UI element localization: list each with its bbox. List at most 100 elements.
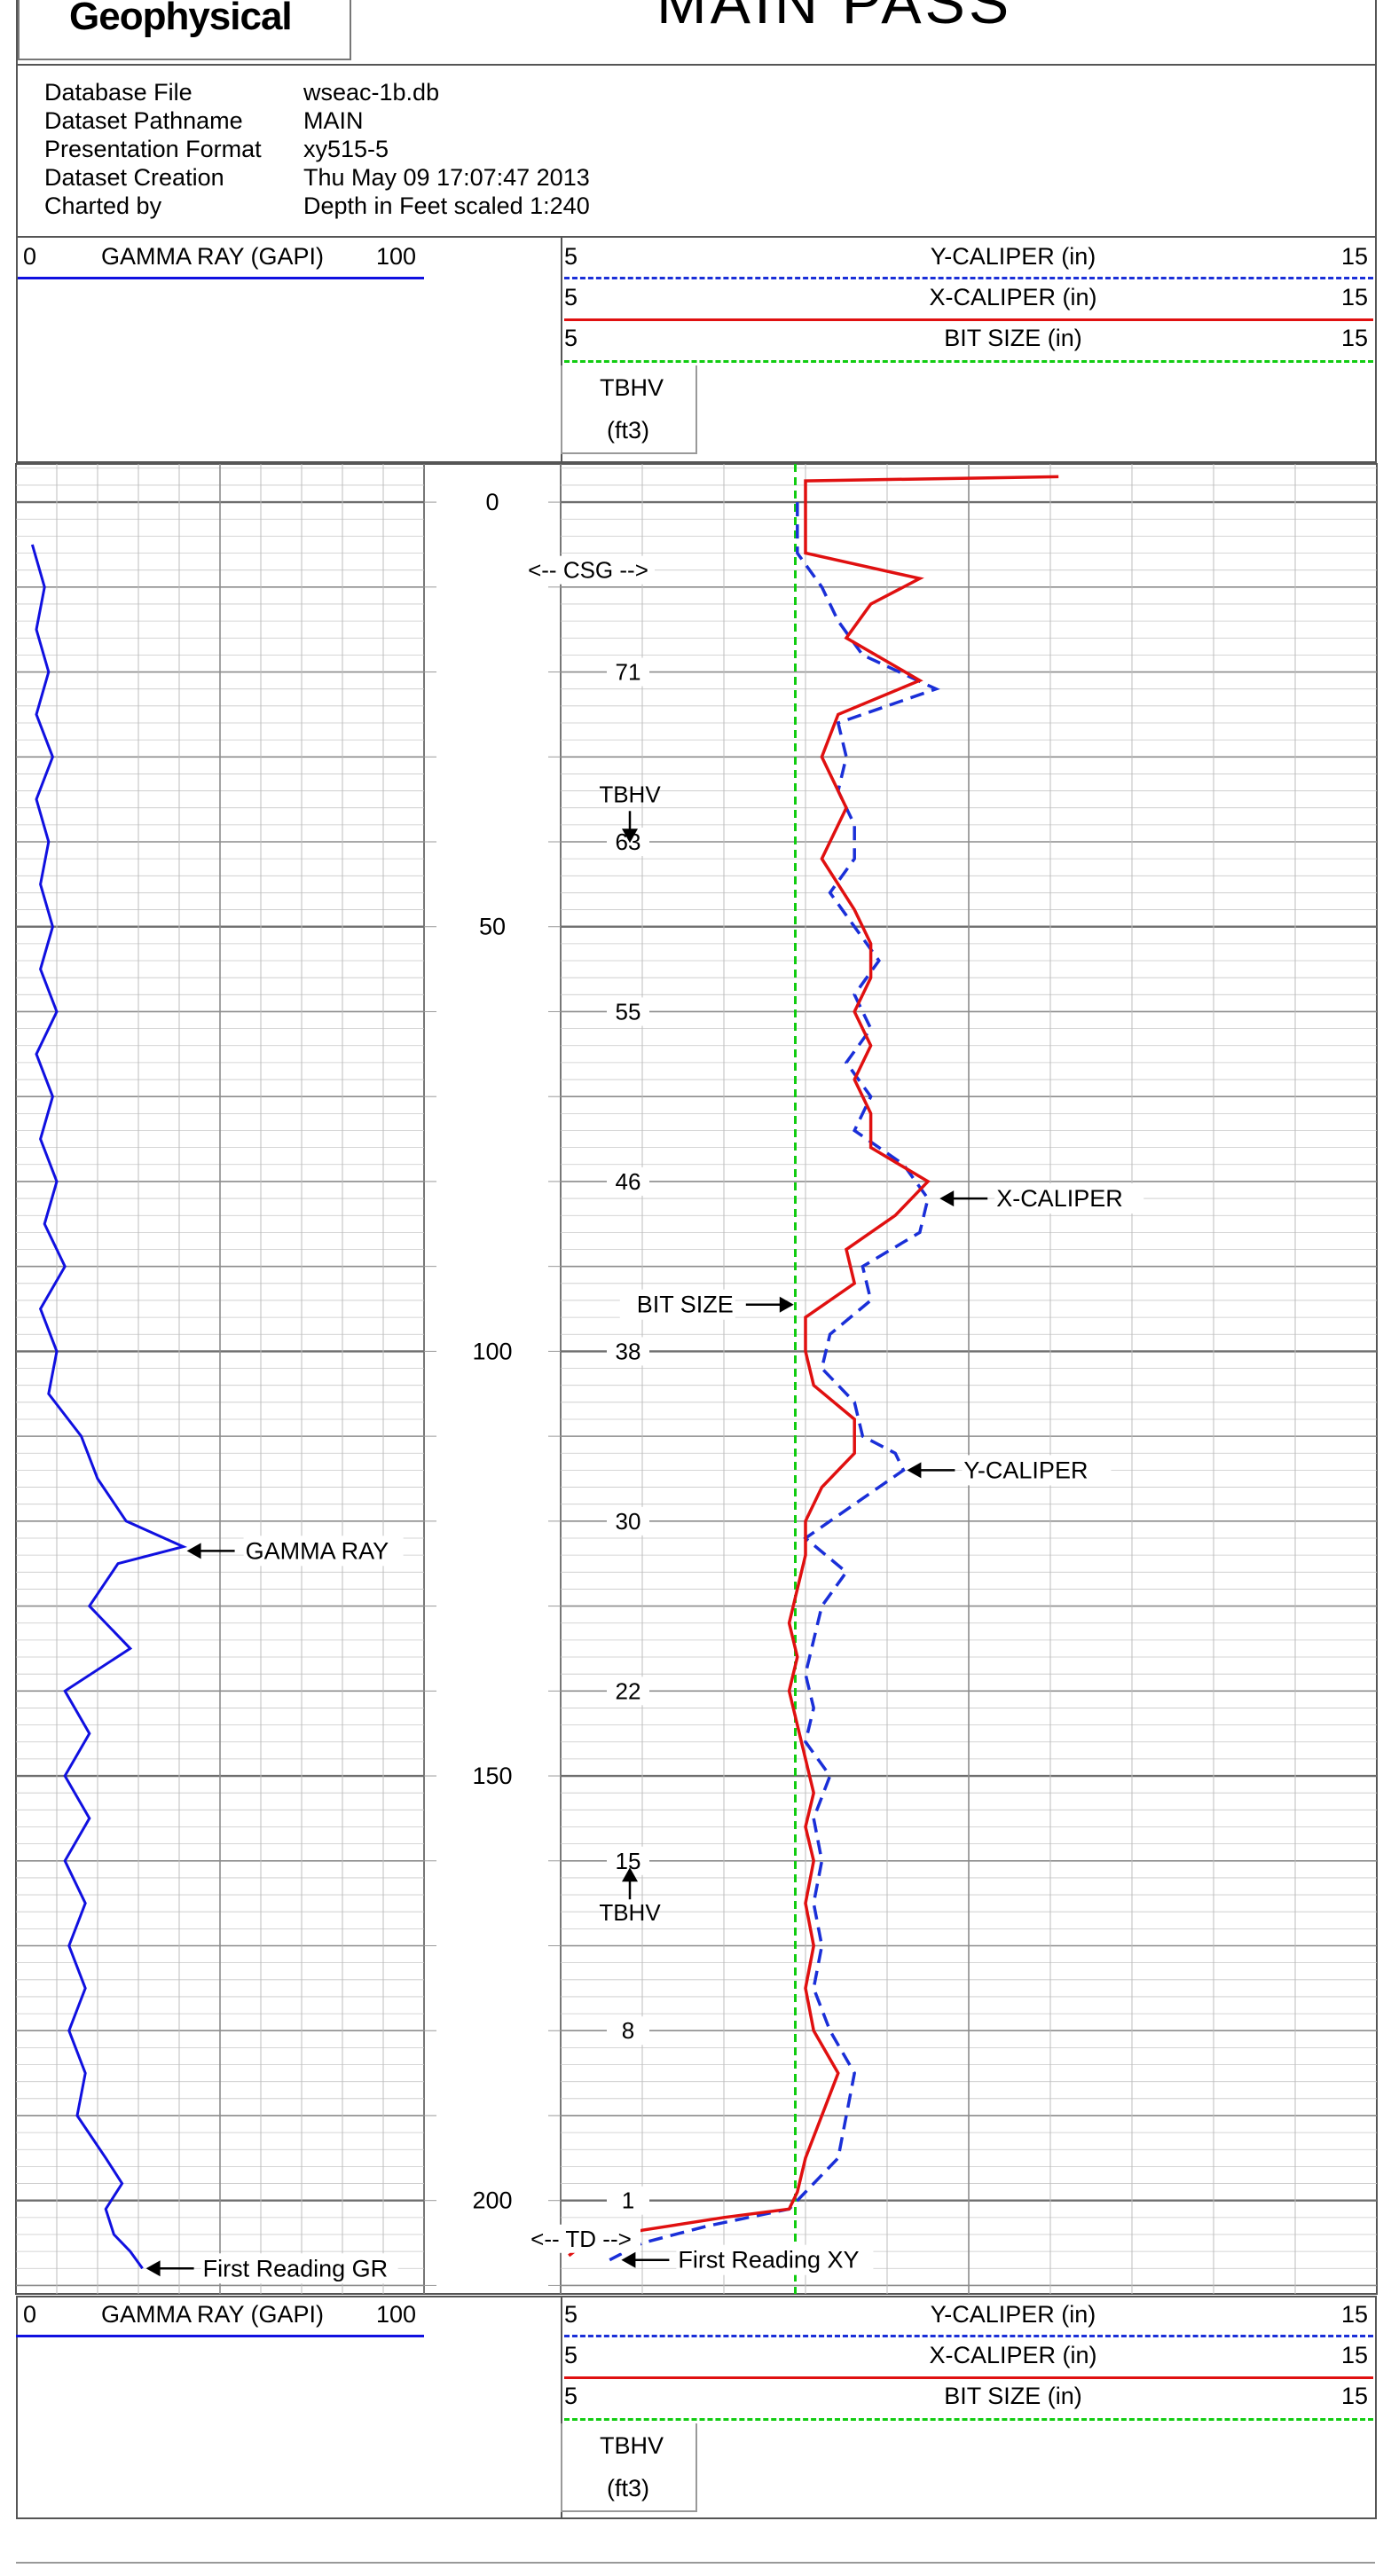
y-caliper-label-bg [962, 1455, 1112, 1486]
x-caliper-label-bg [994, 1183, 1144, 1214]
caliper-header-bottom: 5 Y-CALIPER (in) 15 5 X-CALIPER (in) 15 … [561, 2297, 1377, 2519]
first-xy-label-bg [676, 2244, 874, 2275]
tbhv-down-arrow-head [622, 829, 638, 844]
xcal-min: 5 [564, 284, 578, 310]
ycal-max: 15 [1341, 243, 1369, 270]
gamma-legend-line [16, 277, 424, 279]
depth-label-bg [467, 912, 518, 941]
bit-size-label-bg [619, 1289, 735, 1320]
bit-title: BIT SIZE (in) [944, 2383, 1082, 2409]
first-gr-arrow-head [145, 2260, 161, 2277]
csg-label: <-- CSG --> [528, 557, 648, 584]
tbhv-unit: (ft3) [607, 2475, 650, 2501]
tbhv-unit: (ft3) [607, 417, 650, 444]
gamma-ray-label-bg [243, 1535, 404, 1567]
bit-size-label: BIT SIZE [637, 1292, 734, 1318]
y-caliper-curve [609, 502, 940, 2262]
caliper-header: 5 Y-CALIPER (in) 15 5 X-CALIPER (in) 15 … [561, 240, 1377, 461]
x-caliper-curve [568, 475, 1059, 2258]
xcal-title: X-CALIPER (in) [929, 284, 1097, 310]
depth-label: 200 [472, 2187, 512, 2214]
info-label: Dataset Pathname [44, 107, 243, 134]
depth-label-bg [467, 488, 518, 517]
tbhv-tick-label: 22 [616, 1677, 641, 1704]
tbhv-label-bg [607, 657, 649, 687]
annotations: <-- CSG --> <-- TD --> TBHV TBHV GAMMA RAY Fi… [145, 555, 1144, 2284]
bit-size-arrow-head [779, 1296, 794, 1313]
info-value: xy515-5 [303, 136, 389, 162]
depth-label: 100 [472, 1338, 512, 1364]
tbhv-header: TBHV (ft3) [561, 2423, 697, 2512]
y-caliper-label: Y-CALIPER [963, 1457, 1088, 1483]
tbhv-label-bg [607, 1677, 649, 1706]
info-value: Depth in Feet scaled 1:240 [303, 192, 590, 219]
logo-text: Geophysical [69, 0, 293, 38]
tbhv-label-bg [607, 1846, 649, 1875]
tbhv-up-label: TBHV [599, 1899, 661, 1926]
xcal-title: X-CALIPER (in) [929, 2342, 1097, 2368]
csg-bg [522, 555, 655, 585]
depth-label-bg [467, 2186, 518, 2215]
gamma-ray-curve [30, 544, 188, 2270]
ycal-min: 5 [564, 2301, 578, 2328]
tbhv-tick-label: 46 [616, 1168, 641, 1195]
first-gr-label: First Reading GR [203, 2255, 389, 2281]
depth-label-bg [467, 1762, 518, 1791]
tbhv-header: TBHV (ft3) [561, 365, 697, 454]
first-xy-arrow-head [621, 2251, 636, 2268]
bit-min: 5 [564, 2383, 578, 2409]
bottom-header-divider [561, 2296, 562, 2519]
info-label: Charted by [44, 192, 162, 219]
gamma-title: GAMMA RAY (GAPI) [101, 243, 325, 270]
logo-box: MV Geophysical [18, 0, 351, 60]
gamma-title: GAMMA RAY (GAPI) [101, 2301, 325, 2328]
info-value: Thu May 09 17:07:47 2013 [303, 164, 590, 191]
tbhv-tick-label: 55 [616, 998, 641, 1025]
tbhv-tick-label: 15 [616, 1848, 641, 1874]
depth-label-bg [467, 1337, 518, 1366]
info-value: MAIN [303, 107, 364, 134]
curves [30, 464, 1059, 2294]
page-bottom-rule [16, 2562, 1375, 2564]
xcal-max: 15 [1341, 284, 1369, 310]
info-label: Database File [44, 79, 193, 106]
page-title: MAIN PASS [656, 0, 1013, 36]
td-label: <-- TD --> [530, 2226, 632, 2252]
xcal-legend-line [564, 2376, 1373, 2379]
bit-min: 5 [564, 325, 578, 351]
header-divider [561, 236, 562, 463]
tbhv-tick-label: 30 [616, 1508, 641, 1535]
info-value: wseac-1b.db [303, 79, 440, 106]
info-label: Presentation Format [44, 136, 262, 162]
xcal-min: 5 [564, 2342, 578, 2368]
ycal-legend-line [564, 2335, 1373, 2337]
gamma-header: 0 GAMMA RAY (GAPI) 100 [16, 240, 424, 284]
tbhv-label-bg [607, 997, 649, 1026]
ycal-title: Y-CALIPER (in) [930, 2301, 1096, 2328]
tbhv-down-label: TBHV [599, 781, 661, 807]
gamma-ray-label: GAMMA RAY [246, 1537, 389, 1564]
tbhv-up-arrow-head [622, 1867, 638, 1882]
tbhv-label-bg [607, 1337, 649, 1366]
info-block: Database File wseac-1b.db Dataset Pathna… [16, 64, 1377, 238]
bit-title: BIT SIZE (in) [944, 325, 1082, 351]
ycal-max: 15 [1341, 2301, 1369, 2328]
tbhv-title: TBHV [600, 374, 664, 401]
xcal-max: 15 [1341, 2342, 1369, 2368]
first-gr-label-bg [200, 2253, 398, 2284]
xcal-legend-line [564, 318, 1373, 321]
bit-max: 15 [1341, 2383, 1369, 2409]
info-label: Dataset Creation [44, 164, 224, 191]
ycal-min: 5 [564, 243, 578, 270]
tbhv-label-bg [607, 2186, 649, 2215]
depth-label: 150 [472, 1763, 512, 1789]
gamma-min: 0 [23, 2301, 37, 2328]
gamma-header-bottom: 0 GAMMA RAY (GAPI) 100 [16, 2297, 424, 2342]
chart-frame [15, 463, 1378, 2295]
x-caliper-arrow-head [939, 1190, 955, 1207]
tbhv-label-bg [607, 1166, 649, 1196]
gamma-ray-arrow-head [186, 1543, 201, 1559]
gamma-legend-line [16, 2335, 424, 2337]
